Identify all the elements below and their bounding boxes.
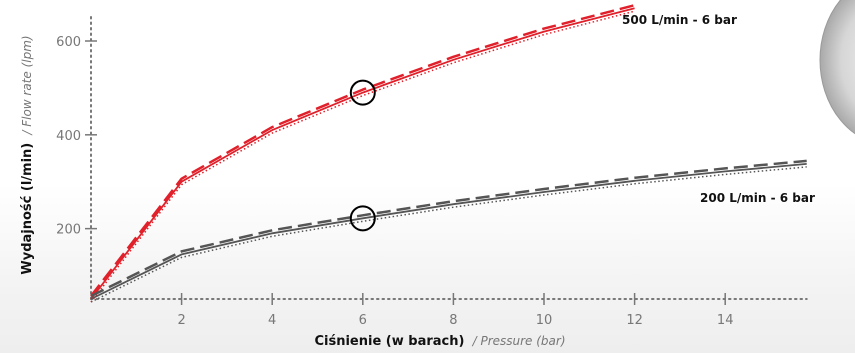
x-tick-label-10: 10: [536, 313, 553, 328]
series-1-label: 500 L/min - 6 bar: [622, 13, 737, 27]
series-2-label: 200 L/min - 6 bar: [700, 191, 815, 205]
marker-circle-2: [349, 205, 376, 232]
x-axis-title: Ciśnienie (w barach) / Pressure (bar): [314, 334, 565, 349]
series-1-dotted-line: [90, 10, 635, 303]
x-tick-label-14: 14: [717, 313, 734, 328]
y-axis-title-italic: / Flow rate (lpm): [20, 35, 34, 135]
x-tick-label-8: 8: [449, 313, 457, 328]
series-2-dotted-line: [90, 166, 807, 303]
highlight-markers: [349, 79, 376, 232]
series-2-solid-line: [90, 163, 807, 300]
axes: [90, 13, 808, 300]
x-tick-label-4: 4: [268, 313, 276, 328]
series-labels: 500 L/min - 6 bar 200 L/min - 6 bar: [622, 13, 815, 205]
y-tick-label-400: 400: [56, 129, 81, 144]
y-tick-label-600: 600: [56, 35, 81, 50]
x-tick-label-6: 6: [359, 313, 367, 328]
axis-ticks: 2 4 6 8 10 12 14 200 400 600: [56, 35, 733, 328]
y-tick-label-200: 200: [56, 223, 81, 238]
marker-circle-1: [349, 79, 376, 106]
y-axis-title-bold: Wydajność (l/min): [20, 143, 35, 275]
y-axis-title: Wydajność (l/min) / Flow rate (lpm): [20, 35, 35, 274]
x-axis-title-italic: / Pressure (bar): [472, 334, 566, 348]
series-lines: [90, 3, 807, 303]
series-1-dashed-line: [90, 3, 635, 297]
x-tick-label-2: 2: [177, 313, 185, 328]
x-axis-title-bold: Ciśnienie (w barach): [314, 334, 464, 349]
series-2-dashed-line: [90, 159, 807, 298]
x-tick-label-12: 12: [626, 313, 643, 328]
product-disc-decoration: [819, 0, 855, 135]
series-1-solid-line: [90, 7, 635, 300]
